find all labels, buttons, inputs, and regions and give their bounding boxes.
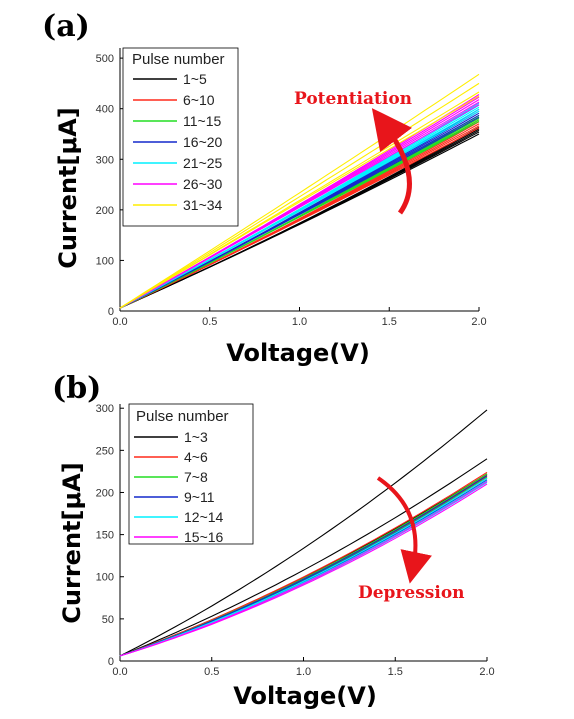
plot-area-a: 0.0 0.5 1.0 1.5 2.0 0 100 200 300 400 500 [96,48,487,328]
potentiation-arrow [371,108,413,215]
legend-items-a: 1~5 6~10 11~15 16~20 21~25 26~30 31~34 [133,71,223,213]
legend-label: 16~20 [183,134,223,150]
legend-label: 12~14 [184,509,224,525]
x-tick-label: 1.5 [382,316,397,328]
legend-label: 31~34 [183,197,223,213]
legend-label: 9~11 [184,489,215,505]
y-tick-label: 200 [96,205,114,217]
y-tick-label: 500 [96,53,114,65]
y-axis-title-a: Current[μA] [54,107,82,268]
series-line-31~34 [119,73,480,309]
y-tick-label: 300 [96,154,114,166]
legend-label: 6~10 [183,92,215,108]
series-line-1~3 [119,409,488,657]
x-tick-label: 0.5 [204,666,219,678]
plot-area-b: 0.0 0.5 1.0 1.5 2.0 0 50 100 150 200 250 300 [96,403,495,678]
y-tick-label: 300 [96,403,114,415]
x-tick-label: 0.0 [112,316,127,328]
x-tick-label: 1.0 [296,666,311,678]
annotation-potentiation: Potentiation [294,89,412,109]
series-line-31~34 [119,91,480,309]
annotation-depression: Depression [358,583,465,603]
legend-label: 21~25 [183,155,223,171]
legend-title-b: Pulse number [136,408,229,425]
series-line-4~6 [119,471,488,657]
legend-label: 1~3 [184,429,208,445]
panel-a: (a) Current[μA] Voltage(V) 0.0 0.5 1.0 1.5 2… [42,9,487,367]
legend-b [128,403,254,545]
y-tick-label: 400 [96,104,114,116]
depression-arrow [376,476,432,584]
legend-label: 26~30 [183,176,223,192]
legend-label: 7~8 [184,469,208,485]
panel-b: (b) Current[μA] Voltage(V) 0.0 0.5 1.0 1.5 2… [52,371,495,710]
y-tick-label: 50 [102,614,114,626]
y-tick-label: 0 [108,306,114,318]
x-axis-title-b: Voltage(V) [233,682,377,710]
y-tick-label: 0 [108,656,114,668]
legend-label: 15~16 [184,529,224,545]
y-tick-label: 200 [96,487,114,499]
y-tick-label: 100 [96,255,114,267]
y-tick-label: 150 [96,530,114,542]
panel-label-a: (a) [42,9,90,44]
x-tick-label: 1.5 [388,666,403,678]
series-line-1~5 [119,126,480,309]
legend-title-a: Pulse number [132,51,225,68]
x-tick-label: 0.5 [202,316,217,328]
series-line-1~3 [119,458,488,657]
legend-label: 11~15 [183,113,221,129]
x-tick-label: 2.0 [471,316,486,328]
series-line-15~16 [119,483,488,657]
series-line-31~34 [119,82,480,309]
legend-label: 1~5 [183,71,207,87]
legend-items-b: 1~3 4~6 7~8 9~11 12~14 15~16 [134,429,224,545]
y-tick-label: 250 [96,445,114,457]
legend-a [122,47,239,227]
x-axis-title-a: Voltage(V) [226,339,370,367]
y-axis-title-b: Current[μA] [58,462,86,623]
x-tick-label: 2.0 [479,666,494,678]
panel-label-b: (b) [52,371,101,406]
legend-label: 4~6 [184,449,208,465]
x-tick-label: 0.0 [112,666,127,678]
x-tick-label: 1.0 [292,316,307,328]
y-tick-label: 100 [96,572,114,584]
